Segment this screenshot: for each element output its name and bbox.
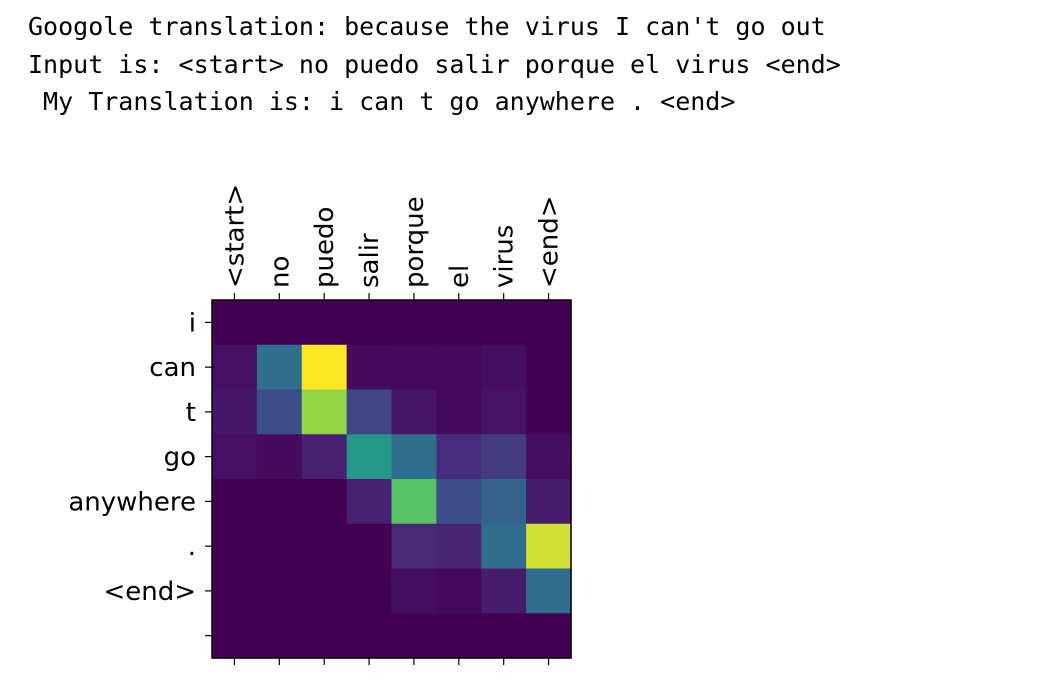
heatmap-cell	[481, 613, 527, 659]
heatmap-cell	[256, 523, 303, 570]
heatmap-cell	[256, 613, 303, 659]
x-tick-label: salir	[355, 233, 385, 288]
heatmap-cell	[436, 344, 482, 391]
x-tick-label: porque	[400, 196, 430, 288]
heatmap-cell	[481, 344, 527, 391]
heatmap-cell	[391, 523, 437, 570]
heatmap-cell	[526, 300, 572, 346]
heatmap-cell	[436, 613, 482, 659]
x-tick-label: no	[265, 256, 295, 288]
heatmap-cell	[256, 479, 303, 525]
heatmap-cell	[481, 434, 527, 480]
heatmap-cell	[481, 389, 527, 435]
y-tick-label: can	[149, 353, 196, 383]
heatmap-cell	[391, 300, 437, 346]
heatmap-cell	[391, 613, 437, 659]
heatmap-cell	[391, 389, 437, 435]
heatmap-cell	[256, 434, 303, 480]
heatmap-cell	[526, 613, 572, 659]
heatmap-cell	[436, 479, 482, 525]
heatmap-cell	[212, 434, 258, 480]
x-tick-label: el	[445, 265, 475, 288]
x-tick-label: virus	[490, 225, 520, 288]
heatmap-cell	[212, 344, 258, 391]
heatmap-cell	[346, 613, 393, 659]
heatmap-frame	[211, 299, 572, 659]
heatmap-cell	[481, 568, 527, 614]
heatmap-cell	[526, 434, 572, 480]
heatmap-cell	[301, 344, 348, 391]
heatmap-cell	[346, 389, 393, 435]
y-tick-label: i	[189, 308, 196, 338]
heatmap-cell	[256, 300, 303, 346]
google-translation-line: Googole translation: because the virus I…	[28, 12, 826, 41]
heatmap-cell	[212, 613, 258, 659]
heatmap-cell	[481, 479, 527, 525]
x-tick-label: <start>	[220, 184, 250, 288]
heatmap-cell	[526, 344, 572, 391]
x-tick-label: <end>	[535, 195, 565, 288]
heatmap-cell	[301, 613, 348, 659]
heatmap-cell	[346, 300, 393, 346]
heatmap-cell	[481, 523, 527, 570]
x-tick-label: puedo	[310, 207, 340, 288]
heatmap-cell	[391, 434, 437, 480]
heatmap-cell	[212, 389, 258, 435]
heatmap-cell	[212, 300, 258, 346]
y-tick-label: anywhere	[68, 487, 196, 517]
heatmap-cell	[256, 344, 303, 391]
heatmap-cell	[301, 479, 348, 525]
heatmap-cell	[436, 568, 482, 614]
heatmap-cell	[436, 389, 482, 435]
y-tick-label: .	[188, 532, 196, 562]
y-tick-label: go	[164, 443, 196, 473]
heatmap-cell	[526, 568, 572, 614]
heatmap-cells	[212, 300, 572, 659]
heatmap-cell	[301, 523, 348, 570]
heatmap-cell	[436, 434, 482, 480]
heatmap-cell	[256, 568, 303, 614]
heatmap-cell	[526, 523, 572, 570]
heatmap-cell	[526, 479, 572, 525]
heatmap-cell	[301, 434, 348, 480]
heatmap-cell	[212, 523, 258, 570]
heatmap-cell	[436, 523, 482, 570]
heatmap-cell	[346, 568, 393, 614]
heatmap-cell	[391, 479, 437, 525]
heatmap-cell	[391, 568, 437, 614]
heatmap-cell	[481, 300, 527, 346]
heatmap-cell	[212, 479, 258, 525]
heatmap-cell	[301, 389, 348, 435]
heatmap-cell	[391, 344, 437, 391]
y-axis-ticks: i can t go anywhere. <end>	[68, 308, 212, 637]
notebook-output: Googole translation: because the virus I…	[28, 8, 841, 121]
heatmap-cell	[346, 434, 393, 480]
x-axis-ticks: <start> no puedo salir porque el virus <end>	[220, 184, 565, 665]
heatmap-cell	[301, 568, 348, 614]
model-translation-line: My Translation is: i can t go anywhere .…	[28, 87, 736, 116]
heatmap-cell	[346, 479, 393, 525]
heatmap-cell	[526, 389, 572, 435]
y-tick-label: t	[186, 398, 196, 428]
heatmap-cell	[256, 389, 303, 435]
heatmap-cell	[346, 344, 393, 391]
input-sentence-line: Input is: <start> no puedo salir porque …	[28, 49, 841, 79]
y-tick-label: <end>	[103, 577, 196, 607]
heatmap-cell	[301, 300, 348, 346]
heatmap-cell	[436, 300, 482, 346]
heatmap-cell	[212, 568, 258, 614]
heatmap-cell	[346, 523, 393, 570]
